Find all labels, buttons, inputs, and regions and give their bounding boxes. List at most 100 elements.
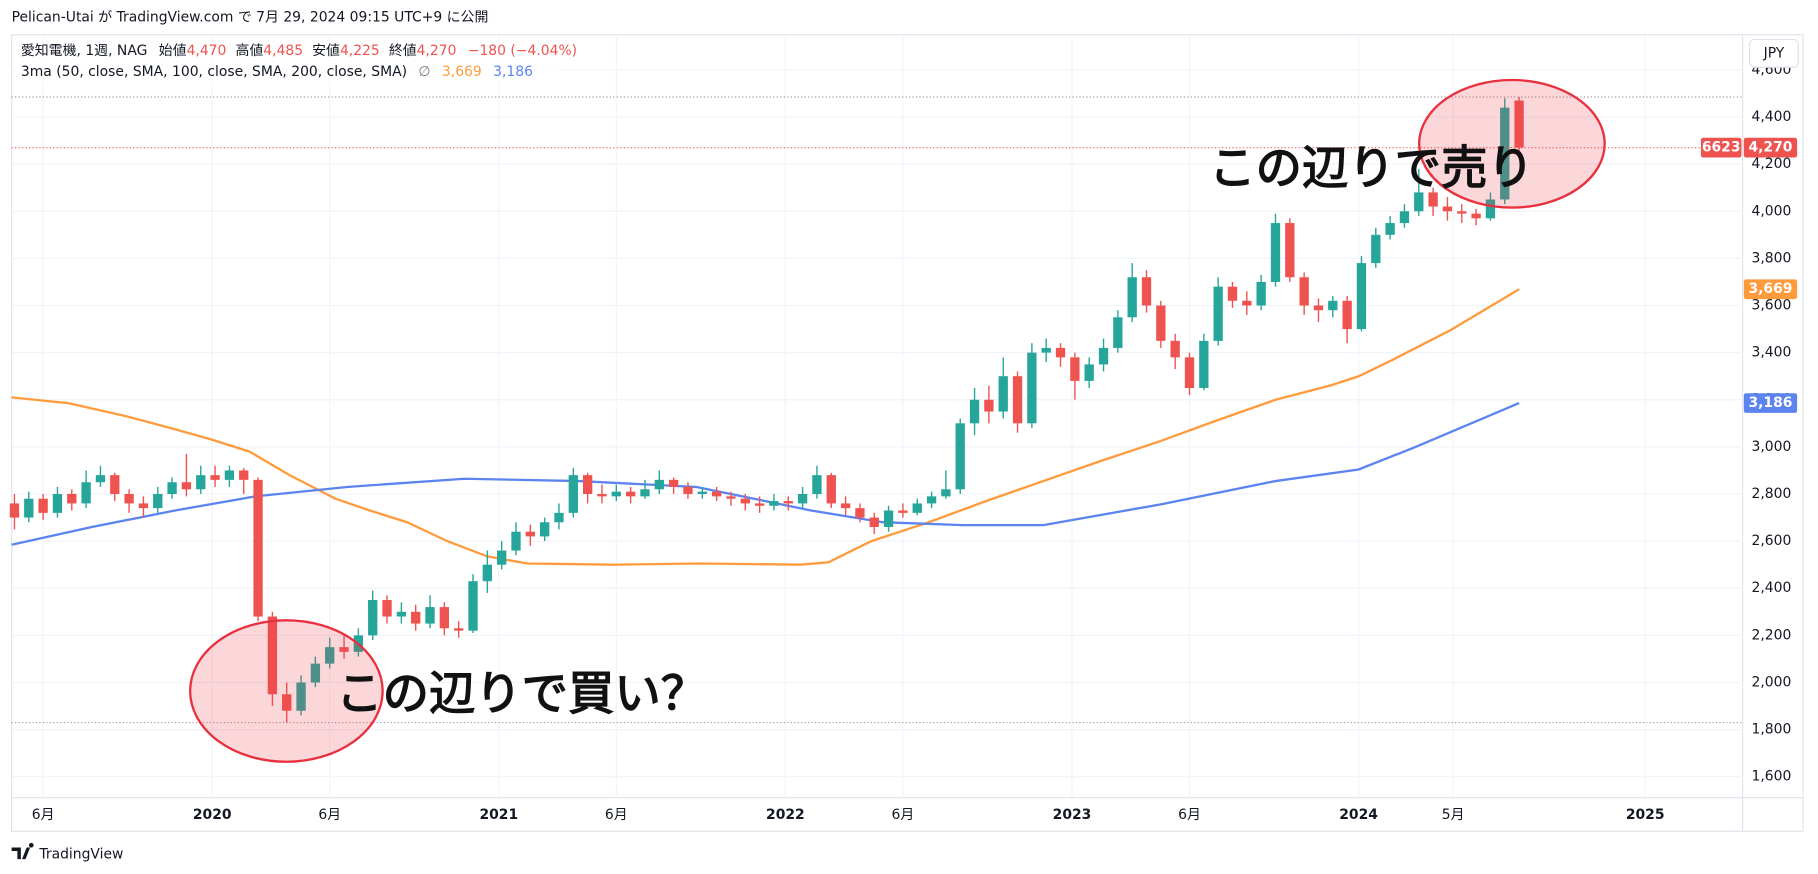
x-tick-label: 2024	[1339, 807, 1378, 823]
candle-body	[1270, 223, 1281, 282]
candle-body	[396, 611, 407, 617]
candle-body	[998, 376, 1008, 412]
currency-button-bg[interactable]	[1749, 38, 1799, 68]
y-tick-label: 2,800	[1752, 486, 1792, 502]
candle-body	[1156, 305, 1166, 341]
countdown-label: 6623	[1702, 140, 1741, 156]
candle-body	[969, 399, 980, 424]
candle-body	[1356, 263, 1367, 330]
candle-body	[454, 628, 464, 631]
logo-text: TradingView	[38, 847, 123, 863]
candle-body	[1084, 364, 1094, 381]
candle-body	[339, 647, 349, 652]
candle-body	[1285, 223, 1295, 278]
candle-body	[1500, 107, 1510, 200]
y-tick-label: 4,200	[1752, 156, 1792, 172]
candle-body	[1485, 199, 1496, 219]
y-tick-label: 2,000	[1752, 674, 1792, 690]
candle-body	[683, 486, 693, 494]
currency-button[interactable]: JPY	[1749, 38, 1799, 68]
logo-mark	[11, 842, 34, 860]
candle-body	[411, 611, 421, 624]
candle-body	[24, 498, 34, 518]
ohlc-value: 4,485	[263, 43, 303, 59]
plot	[9, 96, 1743, 724]
candle-body	[1457, 211, 1467, 214]
y-tick-label: 2,200	[1752, 627, 1792, 643]
candle-body	[296, 682, 306, 711]
published-note: Pelican-Utai が TradingView.com で 7月 29, …	[12, 9, 489, 25]
candle-body	[138, 503, 149, 509]
legend-bg	[16, 39, 562, 84]
candle-body	[439, 607, 450, 629]
symbol: 愛知電機, 1週, NAG	[21, 42, 148, 59]
candle-body	[181, 482, 192, 490]
axes: 1,600 1,800 2,000 2,200 2,400 2,600 2,800 3,000…	[32, 62, 1798, 823]
candle-body	[912, 503, 922, 513]
candle-body	[1328, 300, 1338, 311]
candle-body	[253, 479, 263, 617]
candle-body	[1113, 317, 1123, 348]
candle-body	[1055, 347, 1066, 358]
candle-body	[239, 470, 249, 480]
candle-body	[754, 503, 765, 506]
candle-body	[1141, 277, 1152, 306]
candle-body	[52, 493, 63, 513]
candle-body	[568, 475, 578, 513]
ohlc-value: 4,270	[417, 43, 457, 59]
currency-label[interactable]: JPY	[1763, 45, 1785, 61]
candle-body	[67, 493, 77, 504]
candle-body	[110, 475, 120, 494]
y-tick-label: 2,400	[1752, 580, 1792, 596]
x-tick-label: 6月	[605, 807, 628, 823]
candle-body	[325, 647, 335, 664]
chart-frame	[11, 34, 1804, 832]
x-tick-label: 6月	[32, 807, 55, 823]
candle-body	[1184, 357, 1195, 388]
candle-body	[540, 522, 550, 537]
candle-body	[382, 600, 392, 617]
ma-value: 3,669	[442, 64, 482, 80]
candle-body	[1342, 300, 1352, 330]
candle-body	[1041, 347, 1051, 353]
candle-body	[525, 531, 535, 537]
candle-body	[582, 475, 593, 494]
candle-body	[740, 498, 750, 504]
x-tick-label: 6月	[318, 807, 341, 823]
candle-body	[153, 493, 163, 509]
candle-body	[941, 489, 951, 497]
y-tick-label: 3,600	[1752, 298, 1792, 314]
candle-body	[1012, 376, 1023, 424]
candle-body	[368, 600, 378, 636]
candle-body	[869, 517, 879, 527]
annotation-text: この辺りで買い？	[336, 666, 707, 720]
candle-body	[1127, 277, 1137, 318]
ma-tag	[1743, 393, 1798, 413]
candle-body	[640, 489, 650, 497]
candle-body	[511, 531, 521, 551]
annotation-sell: この辺りで売り	[1209, 78, 1606, 209]
candle-body	[468, 581, 478, 631]
candle-body	[883, 510, 894, 527]
candle-body	[167, 482, 177, 494]
x-tick-label: 2021	[479, 807, 518, 823]
x-tick-label: 2025	[1626, 807, 1665, 823]
y-tick-label: 1,600	[1752, 769, 1792, 785]
candle-body	[9, 503, 20, 518]
candle-body	[1227, 286, 1238, 301]
candle-body	[310, 663, 321, 683]
indicator-name: 3ma (50, close, SMA, 100, close, SMA, 20…	[21, 64, 407, 80]
candle-body	[855, 508, 865, 518]
moving-average	[11, 401, 1520, 546]
x-tick-label: 2022	[766, 807, 805, 823]
x-tick-label: 5月	[1442, 807, 1465, 823]
candle-body	[597, 493, 607, 497]
ohlc-label: 安値	[312, 43, 340, 59]
footer-logo: TradingView	[11, 842, 123, 863]
candle-body	[267, 616, 278, 695]
candle-body	[1098, 347, 1109, 365]
candle-body	[783, 501, 793, 504]
candle-body	[625, 491, 636, 497]
ohlc-label: 始値	[159, 43, 187, 59]
